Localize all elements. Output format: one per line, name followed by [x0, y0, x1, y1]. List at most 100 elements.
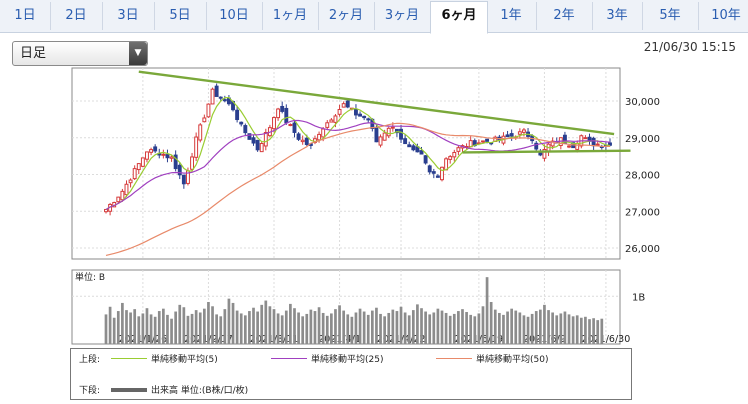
trendline-1: [138, 70, 615, 136]
candle-body: [304, 137, 309, 145]
volume-bar: [510, 308, 514, 344]
volume-bar: [506, 311, 509, 344]
candle-body: [292, 122, 297, 133]
candle-body: [407, 144, 412, 148]
candle-body: [317, 133, 322, 141]
tab-11[interactable]: 2年: [536, 2, 593, 30]
volume-bar: [342, 310, 346, 344]
tab-8[interactable]: 3ヶ月: [374, 2, 431, 30]
candle-body: [153, 146, 158, 152]
ma50-line: [105, 122, 610, 256]
volume-bar: [268, 306, 272, 344]
tab-12[interactable]: 3年: [592, 2, 643, 30]
volume-bar: [186, 315, 190, 344]
volume-bar: [129, 312, 132, 344]
volume-bar: [567, 314, 571, 344]
price-tick-label: 28,000: [625, 171, 660, 182]
tab-4[interactable]: 5日: [154, 2, 207, 30]
volume-bar: [457, 311, 460, 344]
volume-bar: [522, 315, 526, 344]
volume-tick-label: 1B: [632, 292, 645, 303]
volume-bar: [485, 277, 489, 344]
volume-bar: [194, 310, 198, 344]
candle-body: [145, 151, 149, 160]
volume-bar: [248, 311, 251, 344]
volume-bar: [526, 316, 530, 344]
candle-period-value: 日足: [20, 46, 47, 61]
volume-bar: [514, 310, 518, 344]
volume-bar: [469, 314, 473, 344]
ma25-line: [105, 119, 611, 211]
volume-bar: [202, 308, 206, 344]
candle-body: [423, 155, 428, 164]
volume-bar: [317, 307, 321, 344]
candle-body: [128, 179, 133, 184]
candle-body: [247, 133, 252, 140]
candle-body: [243, 125, 248, 134]
volume-bar: [243, 315, 247, 344]
volume-bar: [563, 311, 567, 344]
candle-period-select[interactable]: 日足 ▼: [12, 41, 148, 66]
legend-upper-label: 上段:: [79, 355, 101, 365]
candle-body: [390, 126, 395, 129]
volume-bar: [428, 314, 432, 344]
candle-body: [358, 113, 362, 117]
volume-bar: [416, 304, 419, 344]
candle-body: [321, 128, 326, 138]
tab-14[interactable]: 10年: [698, 2, 748, 30]
tab-3[interactable]: 3日: [102, 2, 155, 30]
x-tick-label: 2021/6/30: [582, 334, 631, 345]
volume-bar: [162, 308, 165, 344]
tab-7[interactable]: 2ヶ月: [318, 2, 375, 30]
chevron-down-icon[interactable]: ▼: [129, 42, 147, 65]
tab-1[interactable]: 1日: [0, 2, 51, 30]
volume-bar: [153, 316, 157, 344]
tab-2[interactable]: 2日: [50, 2, 103, 30]
candle-body: [481, 140, 485, 143]
tab-5[interactable]: 10日: [206, 2, 263, 30]
volume-bar: [350, 316, 354, 344]
volume-bar: [338, 305, 341, 344]
volume-bar: [493, 309, 497, 344]
candle-body: [509, 133, 514, 137]
volume-bar: [465, 312, 468, 344]
volume-bar: [584, 316, 587, 344]
period-tab-bar: 1日 2日 3日 5日 10日 1ヶ月 2ヶ月 3ヶ月 6ヶ月 1年 2年 3年 5年 10年: [0, 0, 748, 34]
volume-bar: [534, 311, 538, 344]
candle-body: [575, 142, 580, 150]
candle-body: [333, 115, 338, 123]
volume-bar: [137, 316, 141, 344]
volume-bar: [391, 309, 395, 344]
candle-body: [419, 150, 424, 155]
tab-6[interactable]: 1ヶ月: [262, 2, 319, 30]
tab-10[interactable]: 1年: [486, 2, 537, 30]
candle-body: [259, 142, 264, 153]
volume-bar: [211, 306, 214, 344]
volume-bar: [399, 306, 403, 344]
volume-bar: [309, 309, 313, 344]
volume-bar: [227, 298, 231, 344]
candle-body: [255, 139, 260, 151]
volume-bar: [190, 313, 194, 344]
volume-bar: [133, 309, 137, 344]
volume-bar: [579, 317, 583, 344]
legend-ma25: 単純移動平均(25): [311, 355, 384, 365]
volume-bar: [403, 312, 407, 344]
volume-bar: [178, 304, 182, 344]
volume-bar: [383, 316, 386, 344]
volume-bar: [116, 311, 120, 344]
candle-body: [505, 134, 510, 138]
volume-bar: [543, 304, 546, 344]
candle-body: [374, 126, 379, 143]
volume-bar: [284, 310, 288, 344]
tab-13[interactable]: 5年: [642, 2, 699, 30]
tab-9[interactable]: 6ヶ月: [430, 1, 488, 34]
volume-bar: [551, 312, 554, 344]
candle-body: [550, 140, 555, 147]
legend-volume-swatch: [111, 388, 147, 392]
volume-bar: [440, 310, 444, 344]
volume-bar: [387, 312, 391, 344]
volume-bar: [207, 301, 210, 344]
candle-body: [378, 136, 383, 146]
legend-ma25-swatch: [271, 358, 307, 359]
